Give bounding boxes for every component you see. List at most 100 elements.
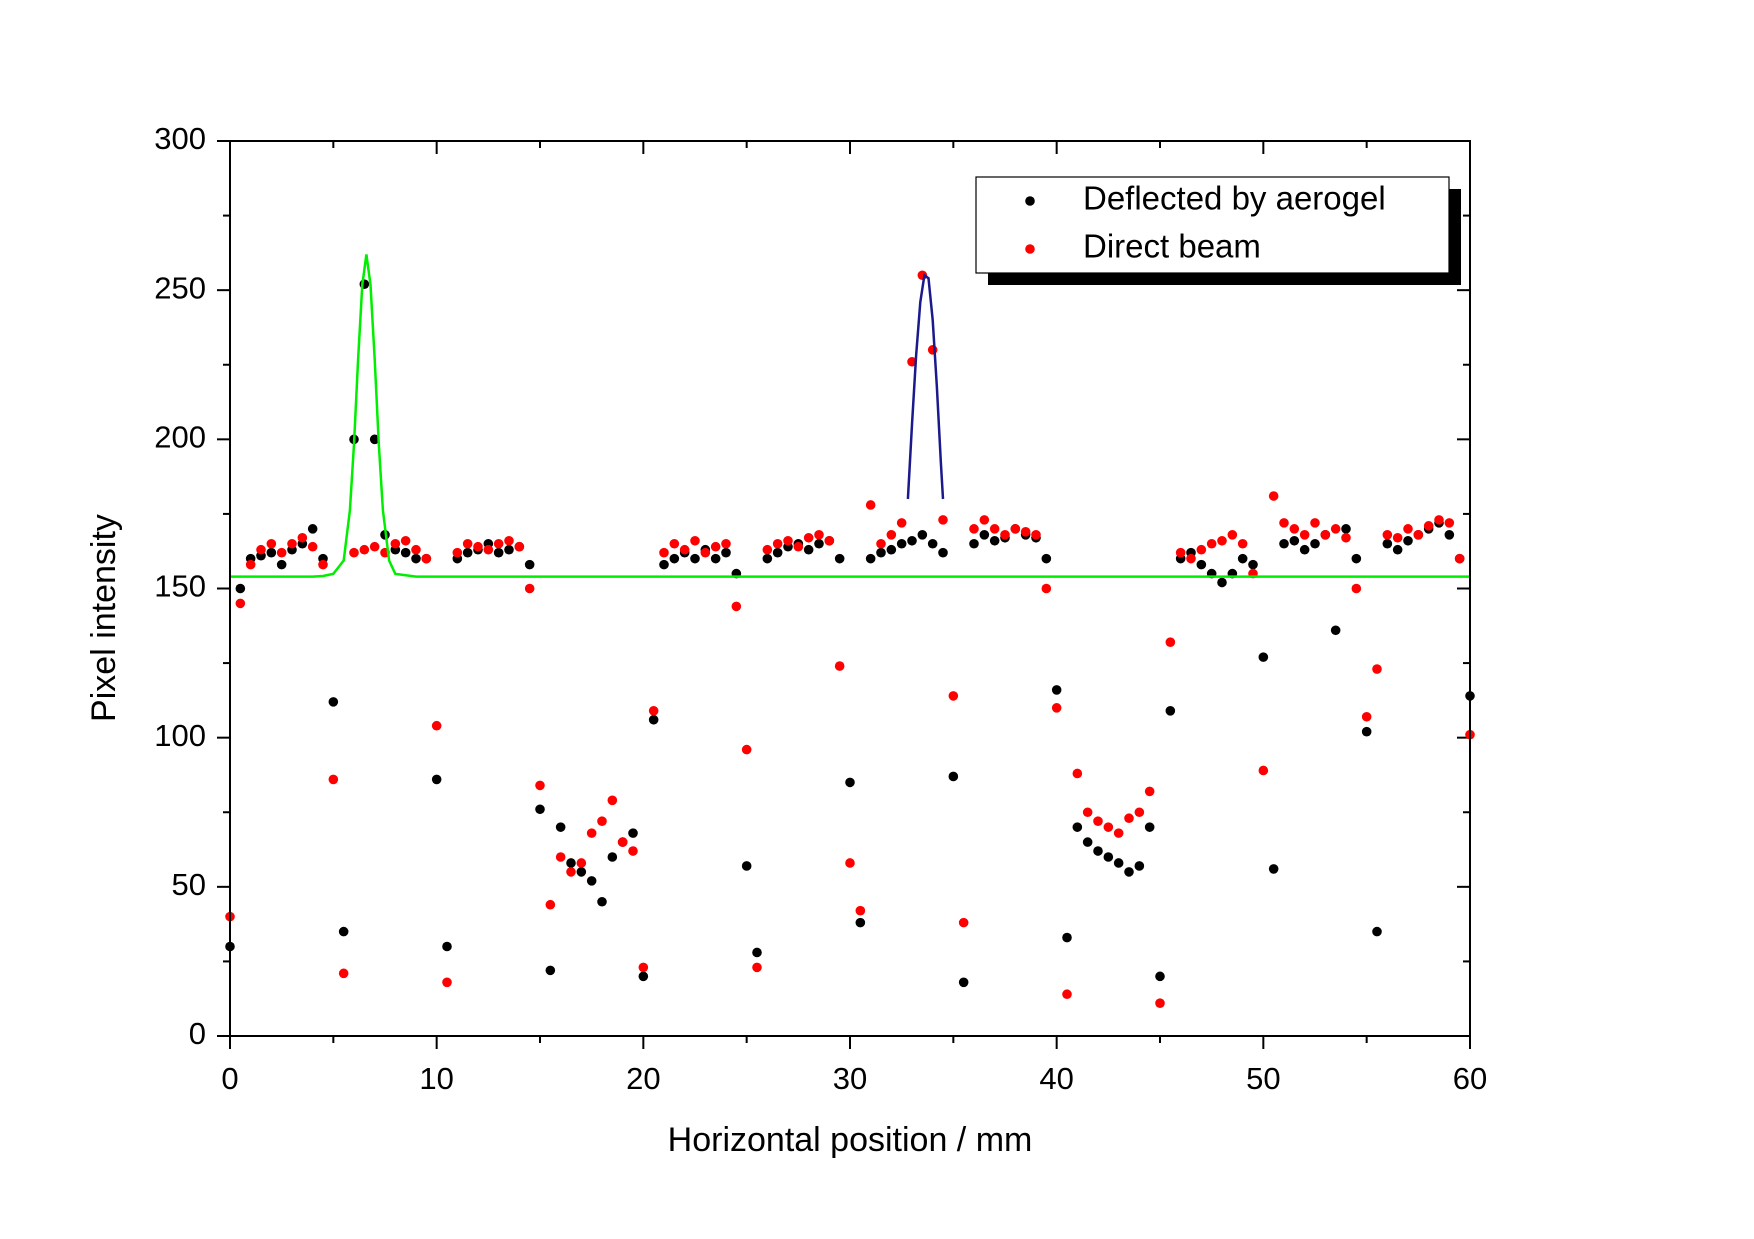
point	[1403, 535, 1413, 546]
point	[1372, 664, 1382, 674]
point	[679, 544, 690, 555]
y-tick-label: 50	[172, 867, 206, 902]
point	[907, 535, 917, 546]
point	[1144, 786, 1155, 797]
point	[876, 547, 886, 558]
point	[648, 714, 659, 725]
point	[1124, 867, 1134, 877]
point	[814, 538, 824, 549]
point	[958, 977, 969, 988]
point	[1072, 768, 1083, 779]
point	[793, 541, 804, 552]
point	[411, 544, 421, 555]
point	[783, 535, 793, 546]
point	[1062, 932, 1072, 943]
point	[266, 538, 277, 549]
point	[545, 965, 556, 976]
point	[1392, 544, 1403, 555]
point	[504, 535, 514, 546]
point	[576, 858, 587, 868]
point	[690, 535, 700, 546]
point	[1299, 544, 1310, 555]
point	[803, 532, 814, 543]
y-tick-label: 0	[189, 1016, 206, 1051]
point	[431, 774, 442, 785]
point	[483, 544, 494, 555]
point	[607, 852, 618, 862]
point	[628, 828, 638, 838]
y-tick-label: 150	[154, 569, 206, 604]
point	[1113, 858, 1124, 868]
point	[1299, 530, 1310, 540]
point	[555, 852, 566, 862]
point	[628, 846, 638, 856]
point	[462, 538, 473, 549]
plot-frame	[229, 140, 1471, 1037]
point	[989, 524, 1000, 534]
point	[256, 544, 266, 555]
point	[1082, 807, 1093, 818]
point	[1444, 518, 1455, 528]
y-tick-label: 100	[154, 718, 206, 753]
point	[1237, 553, 1248, 564]
point	[1310, 538, 1320, 549]
point	[1093, 816, 1103, 826]
point	[1237, 538, 1248, 549]
point	[731, 601, 742, 612]
point	[1351, 583, 1362, 594]
point	[659, 559, 669, 570]
point	[1134, 807, 1145, 818]
x-tick-label: 50	[1246, 1061, 1280, 1096]
point	[1103, 822, 1114, 832]
point	[1093, 846, 1103, 856]
point	[896, 518, 907, 528]
point	[235, 598, 246, 609]
point	[1320, 530, 1331, 540]
point	[586, 828, 597, 838]
point	[669, 538, 680, 549]
point	[855, 905, 866, 916]
y-tick-label: 200	[154, 420, 206, 455]
point	[1444, 530, 1455, 540]
point	[1372, 926, 1382, 937]
point	[1413, 530, 1424, 540]
y-tick-label: 250	[154, 270, 206, 305]
point	[276, 559, 287, 570]
point	[1062, 989, 1072, 1000]
point	[1051, 685, 1062, 695]
point	[690, 553, 700, 564]
point	[421, 553, 432, 564]
point	[1351, 553, 1362, 564]
point	[349, 547, 359, 558]
point	[504, 544, 514, 555]
point	[297, 532, 308, 543]
point	[669, 553, 680, 564]
point	[1041, 553, 1052, 564]
point	[535, 780, 545, 791]
point	[597, 896, 607, 907]
point	[752, 962, 762, 973]
point	[1341, 532, 1351, 543]
point	[617, 837, 628, 847]
point	[1072, 822, 1083, 832]
point	[1330, 524, 1341, 534]
point	[607, 795, 618, 806]
point	[710, 553, 721, 564]
point	[1144, 822, 1155, 832]
series-points	[225, 270, 1475, 1008]
point	[824, 535, 835, 546]
point	[1041, 583, 1052, 594]
point	[1403, 524, 1413, 534]
point	[762, 544, 773, 555]
point	[1392, 532, 1403, 543]
point	[1196, 544, 1207, 555]
point	[431, 720, 442, 731]
point	[762, 553, 773, 564]
x-tick-label: 20	[626, 1061, 660, 1096]
point	[1186, 553, 1196, 564]
point	[493, 547, 504, 558]
y-axis-label: Pixel intensity	[85, 514, 123, 722]
point	[266, 547, 277, 558]
point	[948, 691, 959, 701]
